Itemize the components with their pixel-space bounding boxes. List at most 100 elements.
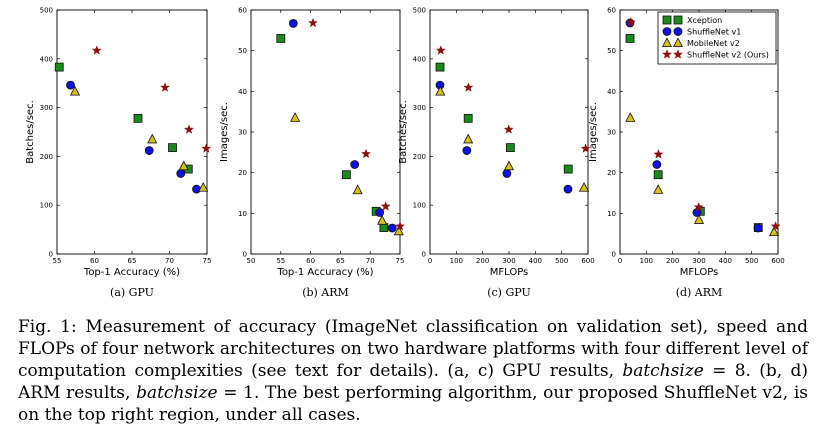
caption-eq-gpu: = 8. (b, d) ARM results, xyxy=(18,361,808,403)
data-point-xception xyxy=(341,170,351,180)
caption-lead: Fig. 1: Measurement of accuracy (ImageNe… xyxy=(18,317,808,381)
y-tick-label: 0 xyxy=(422,251,426,259)
data-point-mobilenet-v2 xyxy=(290,112,301,122)
series-shufflenet-v2-ours xyxy=(435,45,591,153)
x-tick-label: 300 xyxy=(502,257,515,265)
y-tick-label: 300 xyxy=(413,104,426,112)
data-point-shufflenet-v2-ours xyxy=(625,16,636,27)
y-tick-label: 400 xyxy=(413,55,426,63)
data-point-shufflenet-v1 xyxy=(462,146,472,155)
subfigure-caption: (d) ARM xyxy=(676,286,723,299)
legend: Xception ShuffleNet v1 MobileNet v2 Shuffle… xyxy=(657,11,777,65)
legend-marker-xception xyxy=(673,15,683,25)
y-tick-label: 0 xyxy=(49,251,53,259)
legend-item-shufflenet-v1: ShuffleNet v1 xyxy=(662,27,741,37)
series-xception xyxy=(54,62,193,174)
data-point-shufflenet-v2-ours xyxy=(435,45,446,55)
chart-a-gpu-frame xyxy=(56,9,208,255)
data-point-mobilenet-v2 xyxy=(352,184,363,195)
data-point-shufflenet-v2-ours xyxy=(201,143,212,153)
x-tick-label: 100 xyxy=(450,257,463,265)
chart-c-gpu: 0 100 200 300 400 500 600 0 100 200 300 400 500 MFLOP… xyxy=(398,7,595,300)
y-tick-label: 500 xyxy=(40,7,53,15)
data-point-shufflenet-v1 xyxy=(144,146,154,155)
data-point-mobilenet-v2 xyxy=(435,85,446,96)
x-tick-label: 500 xyxy=(555,257,568,265)
x-tick-label: 60 xyxy=(90,257,99,265)
y-tick-label: 20 xyxy=(607,169,616,177)
data-point-mobilenet-v2 xyxy=(377,214,388,225)
y-tick-label: 50 xyxy=(238,47,247,55)
data-point-shufflenet-v2-ours xyxy=(360,148,372,159)
y-tick-label: 200 xyxy=(40,153,53,161)
data-point-shufflenet-v2-ours xyxy=(653,149,664,159)
legend-marker-shufflenet-v2-ours xyxy=(661,49,673,59)
x-tick-label: 400 xyxy=(719,257,732,265)
data-point-xception xyxy=(276,34,286,43)
y-axis-title: Images/sec. xyxy=(219,102,230,162)
data-point-xception xyxy=(505,143,515,153)
data-point-mobilenet-v2 xyxy=(178,160,189,171)
data-point-mobilenet-v2 xyxy=(393,225,404,236)
figure-caption: Fig. 1: Measurement of accuracy (ImageNe… xyxy=(18,316,808,426)
y-tick-label: 10 xyxy=(238,210,247,218)
data-point-shufflenet-v2-ours xyxy=(159,82,171,92)
x-tick-label: 75 xyxy=(396,257,405,265)
legend-marker-mobilenet-v2 xyxy=(672,37,684,47)
data-point-mobilenet-v2 xyxy=(768,226,780,237)
series-shufflenet-v2-ours xyxy=(307,17,406,231)
chart-d-arm: 0 100 200 300 400 500 600 0 10 20 30 40 50 60 MFLOPs Im… xyxy=(588,7,785,300)
legend-label: ShuffleNet v2 (Ours) xyxy=(687,51,769,60)
y-tick-label: 60 xyxy=(607,7,616,15)
x-tick-label: 75 xyxy=(203,257,212,265)
y-axis-title: Batches/sec. xyxy=(398,100,409,164)
series-shufflenet-v1 xyxy=(288,19,397,233)
chart-c-gpu-frame xyxy=(429,9,589,255)
x-tick-label: 600 xyxy=(581,257,594,265)
x-axis-title: Top-1 Accuracy (%) xyxy=(83,267,180,278)
y-tick-label: 40 xyxy=(607,88,616,96)
data-point-shufflenet-v1 xyxy=(350,160,360,169)
subfigure-caption: (b) ARM xyxy=(302,286,349,299)
y-tick-label: 0 xyxy=(243,251,247,259)
series-shufflenet-v1 xyxy=(435,80,573,194)
chart-b-arm-frame xyxy=(250,9,401,255)
data-point-mobilenet-v2 xyxy=(69,85,81,96)
y-axis-title: Images/sec. xyxy=(588,102,599,162)
data-point-shufflenet-v1 xyxy=(66,80,75,90)
data-point-xception xyxy=(463,113,473,123)
series-shufflenet-v2-ours xyxy=(91,45,212,153)
data-point-shufflenet-v2-ours xyxy=(503,124,514,134)
data-point-shufflenet-v2-ours xyxy=(91,45,102,55)
x-axis-title: MFLOPs xyxy=(490,267,529,278)
data-point-shufflenet-v2-ours xyxy=(770,221,781,231)
y-tick-label: 500 xyxy=(413,7,426,15)
legend-marker-xception xyxy=(662,15,672,25)
x-tick-label: 500 xyxy=(745,257,758,265)
data-point-shufflenet-v2-ours xyxy=(183,124,195,134)
data-point-xception xyxy=(168,143,177,153)
x-tick-label: 70 xyxy=(165,257,174,265)
x-tick-label: 200 xyxy=(666,257,679,265)
x-tick-label: 0 xyxy=(618,257,622,265)
data-point-shufflenet-v1 xyxy=(176,169,186,178)
data-point-mobilenet-v2 xyxy=(147,133,158,144)
data-point-mobilenet-v2 xyxy=(625,112,636,122)
data-point-xception xyxy=(653,170,663,180)
x-tick-label: 65 xyxy=(128,257,137,265)
x-tick-label: 600 xyxy=(771,257,784,265)
series-mobilenet-v2 xyxy=(435,85,590,192)
y-tick-label: 100 xyxy=(40,202,53,210)
data-point-shufflenet-v2-ours xyxy=(463,82,474,92)
x-axis-title: MFLOPs xyxy=(680,267,719,278)
series-shufflenet-v2-ours xyxy=(625,16,781,231)
y-tick-label: 0 xyxy=(612,251,616,259)
data-point-xception xyxy=(133,113,143,123)
x-tick-label: 200 xyxy=(476,257,489,265)
y-tick-label: 200 xyxy=(413,153,426,161)
data-point-shufflenet-v1 xyxy=(652,160,662,169)
data-point-shufflenet-v2-ours xyxy=(380,201,391,211)
x-tick-label: 55 xyxy=(53,257,62,265)
legend-item-xception: Xception xyxy=(662,15,722,25)
